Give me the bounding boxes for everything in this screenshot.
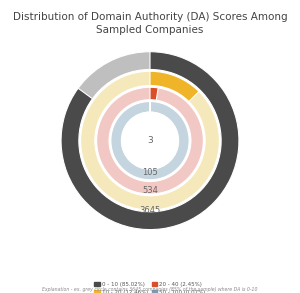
- Wedge shape: [81, 71, 219, 210]
- Wedge shape: [61, 52, 239, 230]
- Legend: 0 - 10 (85.02%), 10 - 20 (12.46%), 20 - 40 (2.45%), 50 - 100 (0.07%): 0 - 10 (85.02%), 10 - 20 (12.46%), 20 - …: [92, 280, 208, 293]
- Text: 3645: 3645: [140, 205, 160, 214]
- Wedge shape: [150, 71, 199, 102]
- Text: 534: 534: [142, 186, 158, 195]
- Wedge shape: [97, 87, 203, 194]
- Text: 3: 3: [147, 136, 153, 145]
- Wedge shape: [150, 87, 158, 100]
- Text: Explanation - ex. grey circle contains 3645 companies (85% of the sample) where : Explanation - ex. grey circle contains 3…: [42, 287, 258, 292]
- Text: 105: 105: [142, 168, 158, 177]
- Circle shape: [122, 112, 178, 169]
- Wedge shape: [111, 101, 189, 180]
- Text: Distribution of Domain Authority (DA) Scores Among
Sampled Companies: Distribution of Domain Authority (DA) Sc…: [13, 12, 287, 35]
- Wedge shape: [61, 52, 239, 230]
